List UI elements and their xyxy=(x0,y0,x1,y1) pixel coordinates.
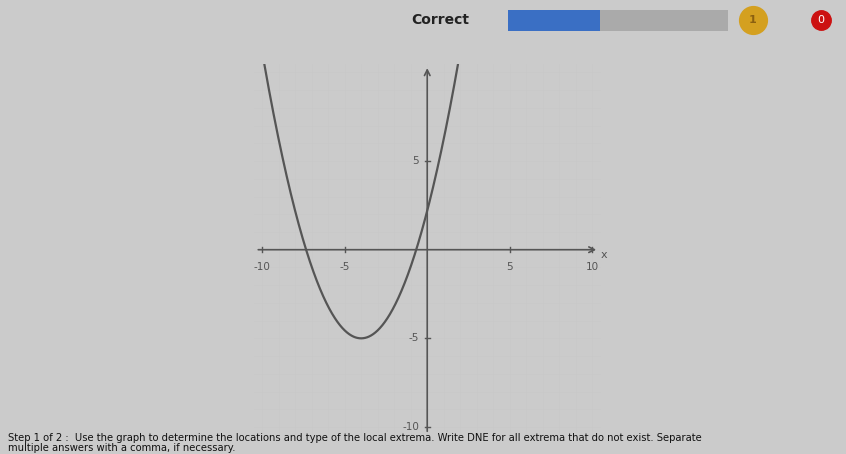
Text: 5: 5 xyxy=(507,262,514,272)
Text: -10: -10 xyxy=(254,262,271,272)
Bar xyxy=(508,10,600,30)
Text: Step 1 of 2 :  Use the graph to determine the locations and type of the local ex: Step 1 of 2 : Use the graph to determine… xyxy=(8,433,702,443)
Text: 1: 1 xyxy=(749,15,757,25)
Bar xyxy=(508,10,728,30)
Text: 5: 5 xyxy=(412,156,419,166)
Text: 0: 0 xyxy=(817,15,824,25)
Text: -5: -5 xyxy=(339,262,350,272)
Text: -10: -10 xyxy=(402,422,419,432)
Text: -5: -5 xyxy=(409,333,419,343)
Text: 10: 10 xyxy=(585,262,599,272)
Text: multiple answers with a comma, if necessary.: multiple answers with a comma, if necess… xyxy=(8,443,236,453)
Text: Correct: Correct xyxy=(411,14,469,27)
Text: x: x xyxy=(601,250,607,260)
